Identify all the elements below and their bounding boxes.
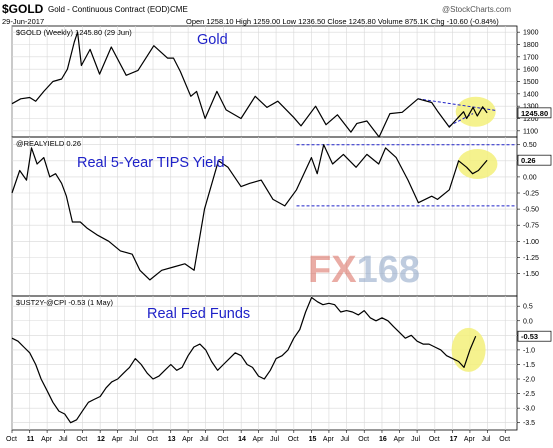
series-line [11, 31, 488, 138]
x-tick-label: Oct [217, 436, 228, 443]
panels-group: 1100 1200 1300 1400 1500 1600 1700 1800 1900 1245… [11, 25, 552, 431]
x-tick-label: 16 [379, 436, 387, 443]
x-tick-label: Apr [182, 436, 194, 443]
x-tick-label: Apr [464, 436, 476, 443]
panel-label: $GOLD (Weekly) 1245.80 (29 Jun) [16, 28, 132, 37]
x-tick-label: Jul [129, 436, 138, 443]
last-value-box [517, 107, 552, 119]
logo-number-part: 168 [357, 249, 420, 291]
x-tick-label: Oct [76, 436, 87, 443]
x-tick-label: Jul [270, 436, 279, 443]
resistance-line [417, 98, 497, 111]
y-tick-label: 1400 [523, 91, 539, 98]
y-tick-label: 1800 [523, 42, 539, 49]
last-value-label: -0.53 [521, 332, 538, 341]
panel-1: 1100 1200 1300 1400 1500 1600 1700 1800 1900 1245… [11, 25, 552, 138]
x-tick-label: Apr [112, 436, 124, 443]
panel-annotation: Real Fed Funds [147, 306, 250, 322]
x-tick-label: 12 [97, 436, 105, 443]
y-tick-label: -0.25 [523, 191, 539, 198]
last-value-box [517, 154, 552, 166]
last-value-box [517, 330, 552, 342]
panel-label: $UST2Y-@CPI -0.53 (1 May) [16, 298, 113, 307]
logo-text: FX168 [308, 249, 420, 291]
header-exchange: CME [170, 5, 188, 14]
y-tick-label: 1300 [523, 104, 539, 111]
highlight-ellipse [451, 327, 486, 372]
x-tick-label: 14 [238, 436, 246, 443]
x-tick-label: Jul [411, 436, 420, 443]
series-line [11, 144, 488, 281]
panel-3: -3.5-3.0-2.5-2.0-1.5-1.0-0.50.00.5-0.53$… [11, 295, 552, 431]
x-tick-label: Apr [253, 436, 265, 443]
panel-label: @REALYIELD 0.26 [16, 139, 81, 148]
y-tick-label: 1600 [523, 67, 539, 74]
y-tick-label: 1200 [523, 116, 539, 123]
x-tick-label: Jul [340, 436, 349, 443]
header-date: 29-Jun-2017 [2, 17, 44, 26]
panel-2: -1.50-1.25-1.00-0.75-0.50-0.250.000.250.… [11, 136, 552, 297]
y-tick-label: -2.0 [523, 377, 535, 384]
y-tick-label: 1500 [523, 79, 539, 86]
x-tick-label: Apr [41, 436, 53, 443]
x-axis: Oct 11 Apr Jul Oct 12 Apr Jul Oct 13 Apr Jul Oct 14 Ap… [6, 430, 510, 443]
x-tick-label: Oct [429, 436, 440, 443]
x-tick-label: Jul [200, 436, 209, 443]
stockcharts-watermark: @StockCharts.com [442, 5, 511, 14]
x-tick-label: Apr [323, 436, 335, 443]
x-tick-label: Oct [6, 436, 17, 443]
y-tick-label: 0.50 [523, 142, 537, 149]
y-tick-label: 0.00 [523, 174, 537, 181]
x-tick-label: Jul [59, 436, 68, 443]
y-tick-label: 1700 [523, 54, 539, 61]
x-tick-label: Oct [288, 436, 299, 443]
y-tick-label: -0.75 [523, 223, 539, 230]
y-tick-label: -1.00 [523, 239, 539, 246]
panel-annotation: Gold [197, 32, 228, 48]
y-tick-label: -1.50 [523, 271, 539, 278]
y-tick-label: 1900 [523, 30, 539, 37]
header-ohlc: Open 1258.10 High 1259.00 Low 1236.50 Cl… [186, 17, 499, 26]
x-tick-label: Oct [499, 436, 510, 443]
panel-annotation: Real 5-Year TIPS Yield [77, 155, 225, 171]
x-tick-label: Jul [481, 436, 490, 443]
y-tick-label: -1.25 [523, 255, 539, 262]
support-line [449, 113, 474, 127]
x-tick-label: 11 [27, 436, 35, 443]
y-tick-label: 0.5 [523, 304, 533, 311]
header-description: Gold - Continuous Contract (EOD) [48, 5, 170, 14]
x-tick-label: 13 [168, 436, 176, 443]
x-tick-label: Apr [394, 436, 406, 443]
y-tick-label: -3.0 [523, 406, 535, 413]
y-tick-label: -1.5 [523, 362, 535, 369]
logo-fx-part: FX [308, 249, 357, 291]
y-tick-label: -2.5 [523, 391, 535, 398]
last-value-label: 0.26 [521, 156, 536, 165]
series-line [11, 296, 477, 424]
fx168-logo: FX168 [308, 249, 420, 291]
highlight-ellipse [457, 149, 498, 180]
y-tick-label: -1.0 [523, 347, 535, 354]
x-tick-label: Oct [147, 436, 158, 443]
y-tick-label: 1100 [523, 128, 538, 135]
header-symbol: $GOLD [2, 2, 44, 16]
y-tick-label: -0.50 [523, 207, 539, 214]
x-tick-label: 15 [309, 436, 317, 443]
y-tick-label: 0.0 [523, 318, 533, 325]
y-tick-label: -3.5 [523, 420, 535, 427]
last-value-label: 1245.80 [521, 109, 548, 118]
x-tick-label: Oct [358, 436, 369, 443]
x-tick-label: 17 [450, 436, 458, 443]
